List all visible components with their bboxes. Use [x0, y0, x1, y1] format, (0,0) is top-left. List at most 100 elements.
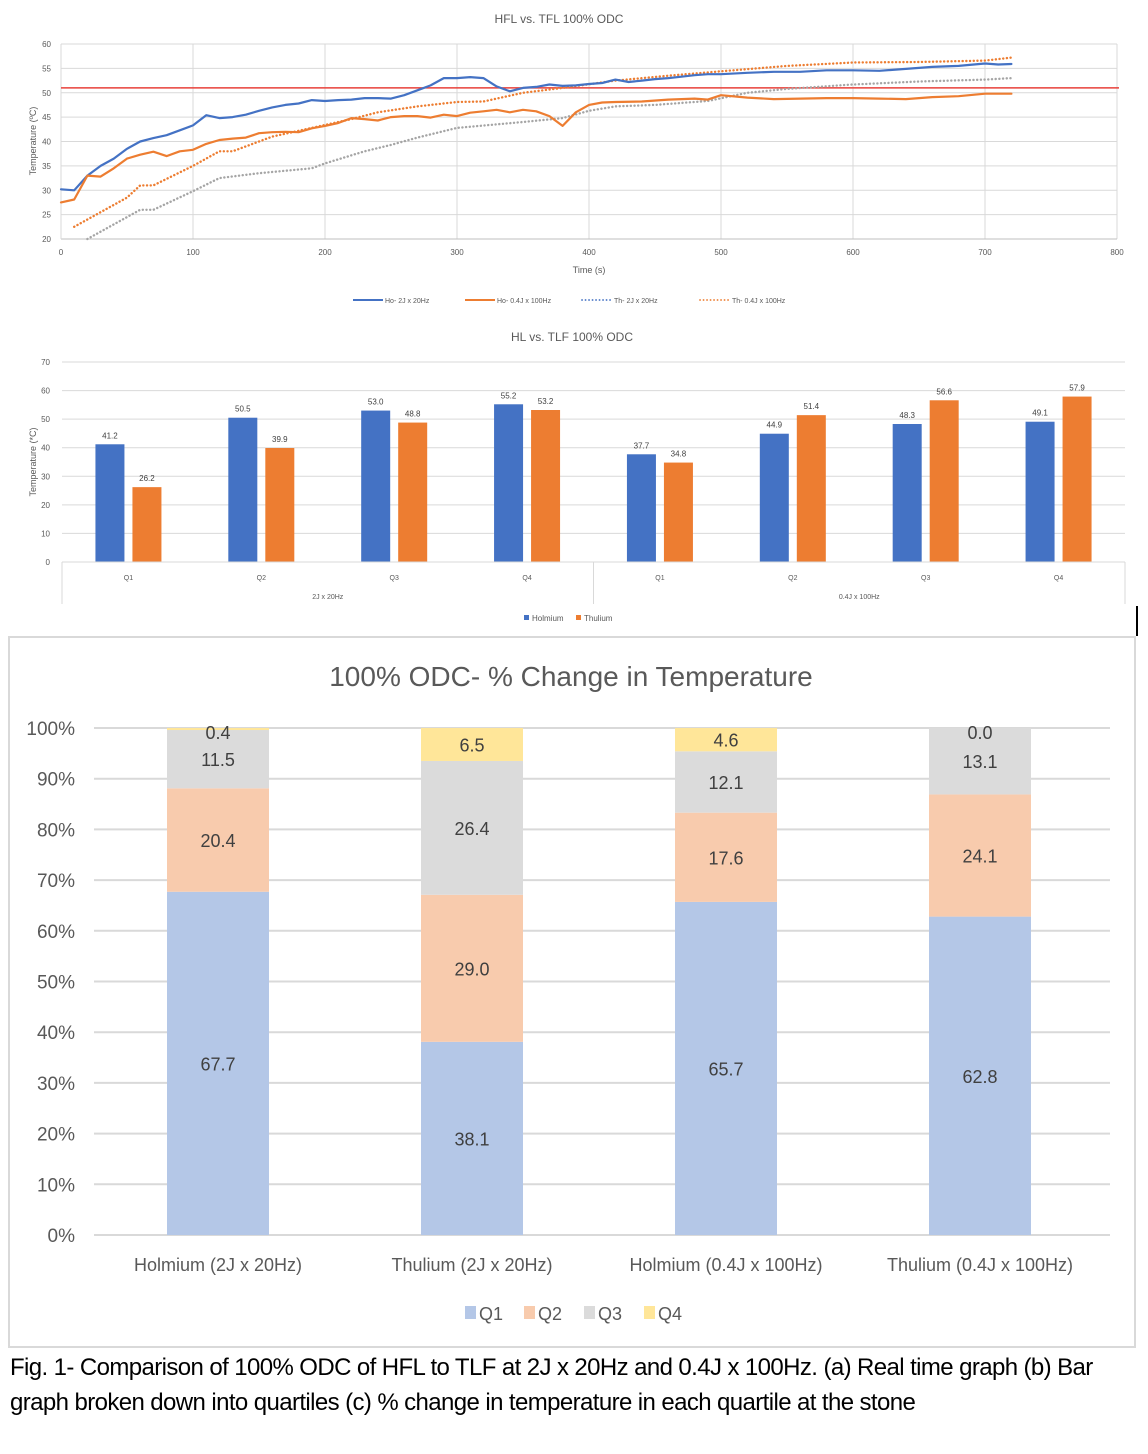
legend-label: Q2: [538, 1304, 562, 1324]
line-chart-y-axis-label: Temperature (ºC): [28, 107, 38, 176]
bar-data-label: 44.9: [767, 421, 783, 430]
segment-data-label: 0.0: [967, 723, 992, 743]
bar-thulium: [929, 400, 959, 562]
segment-data-label: 17.6: [708, 848, 743, 868]
bar-segment-q3: [929, 728, 1031, 795]
y-tick-label: 30: [42, 186, 51, 195]
series-line-ho-2j-x-20hz: [59, 62, 1013, 192]
bar-data-label: 53.0: [368, 398, 384, 407]
x-group-label: 2J x 20Hz: [312, 594, 344, 601]
bar-segment-q2: [675, 812, 777, 902]
bar-segment-q1: [421, 1041, 523, 1235]
y-tick-label: 0: [46, 558, 51, 567]
bar-holmium: [759, 433, 789, 562]
segment-data-label: 4.6: [713, 731, 738, 751]
legend-swatch: [465, 1306, 476, 1319]
y-tick-label: 60: [42, 40, 51, 49]
segment-data-label: 26.4: [454, 819, 489, 839]
bar-segment-q4: [675, 728, 777, 752]
x-tick-label: 100: [186, 248, 200, 257]
bar-holmium: [361, 410, 391, 562]
legend-label: Holmium: [532, 614, 564, 623]
y-tick-label: 90%: [37, 770, 75, 791]
segment-data-label: 12.1: [708, 773, 743, 793]
y-tick-label: 30: [41, 472, 50, 481]
bar-data-label: 53.2: [538, 397, 554, 406]
stacked-chart-frame: [8, 636, 1136, 1348]
x-tick-label: 600: [846, 248, 860, 257]
x-tick-label: 0: [59, 248, 64, 257]
segment-data-label: 38.1: [454, 1129, 489, 1149]
bar-segment-q3: [167, 730, 269, 789]
y-tick-label: 50%: [37, 973, 75, 994]
x-category-label: Thulium (2J x 20Hz): [391, 1255, 552, 1275]
y-tick-label: 50: [41, 415, 50, 424]
bar-holmium: [892, 424, 922, 562]
legend-swatch: [576, 615, 581, 620]
segment-data-label: 67.7: [200, 1054, 235, 1074]
series-line-th-0-4j-x-100hz: [72, 56, 1013, 229]
segment-data-label: 20.4: [200, 831, 235, 851]
line-chart-x-axis-label: Time (s): [573, 265, 606, 275]
x-category-label: Q2: [788, 575, 797, 582]
bar-segment-q1: [167, 891, 269, 1235]
bar-data-label: 48.3: [899, 411, 915, 420]
x-tick-label: 200: [318, 248, 332, 257]
bar-data-label: 57.9: [1069, 384, 1085, 393]
stacked-chart-title: 100% ODC- % Change in Temperature: [329, 661, 813, 692]
bar-data-label: 50.5: [235, 405, 251, 414]
segment-data-label: 13.1: [962, 752, 997, 772]
bar-thulium: [796, 415, 826, 562]
bar-chart-y-axis-label: Temperature (*C): [28, 427, 38, 496]
y-tick-label: 20%: [37, 1125, 75, 1146]
bar-thulium: [398, 422, 428, 562]
y-tick-label: 100%: [26, 719, 75, 740]
bar-segment-q4: [167, 728, 269, 731]
x-category-label: Q1: [124, 575, 133, 582]
segment-data-label: 29.0: [454, 959, 489, 979]
bar-thulium: [531, 410, 561, 562]
y-tick-label: 10: [41, 529, 50, 538]
bar-holmium: [626, 454, 656, 562]
bar-segment-q4: [421, 728, 523, 761]
legend-label: Ho- 0.4J x 100Hz: [497, 298, 552, 305]
legend-label: Ho- 2J x 20Hz: [385, 298, 430, 305]
legend-swatch: [524, 1306, 535, 1319]
legend-swatch: [524, 615, 529, 620]
series-line-ho-0-4j-x-100hz: [59, 92, 1013, 204]
x-tick-label: 300: [450, 248, 464, 257]
y-tick-label: 10%: [37, 1175, 75, 1196]
x-category-label: Q3: [921, 575, 930, 582]
bar-data-label: 34.8: [671, 450, 687, 459]
bar-chart-title: HL vs. TLF 100% ODC: [511, 330, 633, 344]
bar-data-label: 49.1: [1032, 409, 1048, 418]
y-tick-label: 0%: [48, 1226, 76, 1247]
legend-swatch: [644, 1306, 655, 1319]
legend-label: Th- 2J x 20Hz: [614, 298, 658, 305]
y-tick-label: 60: [41, 387, 50, 396]
bar-thulium: [1062, 396, 1092, 562]
bar-data-label: 55.2: [501, 391, 517, 400]
bar-data-label: 26.2: [139, 474, 155, 483]
bar-holmium: [228, 417, 258, 562]
x-category-label: Q4: [522, 575, 531, 582]
x-tick-label: 400: [582, 248, 596, 257]
x-category-label: Holmium (2J x 20Hz): [134, 1255, 302, 1275]
bar-segment-q2: [421, 894, 523, 1042]
x-tick-label: 500: [714, 248, 728, 257]
segment-data-label: 62.8: [962, 1067, 997, 1087]
y-tick-label: 70: [41, 358, 50, 367]
x-category-label: Q3: [390, 575, 399, 582]
bar-thulium: [265, 448, 295, 562]
legend-label: Thulium: [584, 614, 613, 623]
segment-data-label: 0.4: [205, 723, 230, 743]
line-chart-real-time: HFL vs. TFL 100% ODC 202530354045505560 …: [28, 12, 1124, 305]
x-category-label: Thulium (0.4J x 100Hz): [887, 1255, 1073, 1275]
stacked-percent-chart: 100% ODC- % Change in Temperature 0% 10% 2…: [26, 661, 1110, 1324]
y-tick-label: 35: [42, 162, 51, 171]
bar-data-label: 51.4: [804, 402, 820, 411]
legend-label: Q1: [479, 1304, 503, 1324]
y-tick-label: 30%: [37, 1074, 75, 1095]
y-tick-label: 55: [42, 64, 51, 73]
legend-label: Q4: [658, 1304, 682, 1324]
